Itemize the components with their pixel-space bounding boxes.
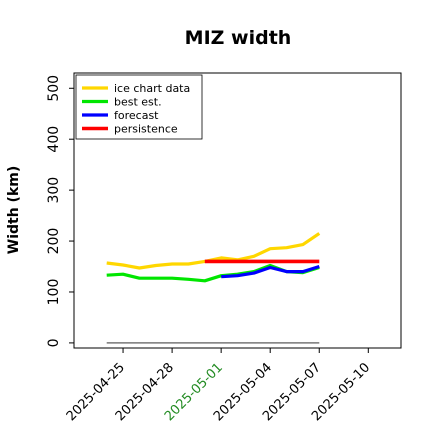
series-line-forecast bbox=[221, 264, 320, 279]
plot-area bbox=[73, 72, 402, 349]
y-tick-label: 500 bbox=[46, 75, 62, 102]
y-tick-label: 200 bbox=[46, 228, 62, 255]
legend-entry-label: forecast bbox=[114, 109, 159, 122]
y-axis: 0 100 200 300 400 500 bbox=[46, 75, 74, 347]
y-tick-label: 100 bbox=[46, 279, 62, 306]
legend-entry-label: ice chart data bbox=[114, 82, 190, 95]
y-tick-label: 300 bbox=[46, 177, 62, 204]
chart-title: MIZ width bbox=[185, 27, 292, 49]
x-axis: 2025-04-252025-04-282025-05-012025-05-04… bbox=[64, 348, 373, 424]
legend-entry-label: persistence bbox=[114, 123, 178, 136]
y-tick-label: 400 bbox=[46, 126, 62, 153]
series-layer bbox=[106, 232, 321, 344]
y-tick-label: 0 bbox=[46, 338, 62, 347]
legend-entry-label: best est. bbox=[114, 96, 162, 109]
y-axis-label: Width (km) bbox=[6, 166, 22, 255]
